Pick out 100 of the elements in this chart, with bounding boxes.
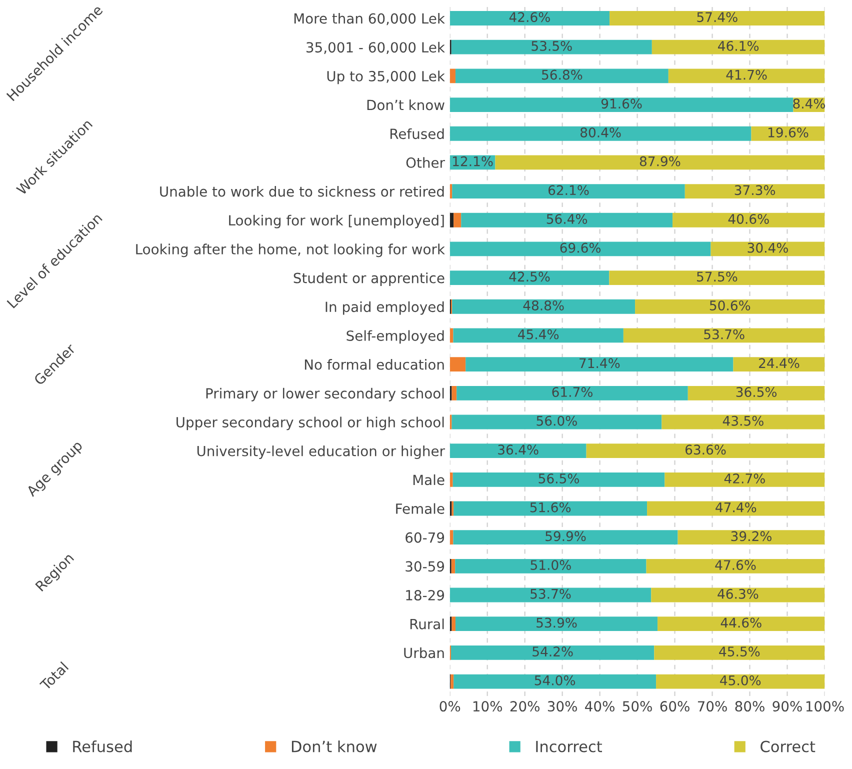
data-label: 44.6% (720, 618, 762, 628)
data-label: 45.4% (518, 329, 559, 340)
data-label: 43.5% (722, 416, 764, 426)
bar (678, 530, 825, 545)
data-label: 46.3% (718, 588, 758, 599)
bar (684, 184, 825, 198)
data-label: 40.6% (728, 214, 769, 224)
data-label: 56.8% (542, 70, 582, 80)
bar (668, 68, 825, 84)
y-tick-label: 18-29 (406, 590, 444, 600)
data-label: 41.7% (726, 70, 767, 80)
bar (453, 530, 678, 545)
data-label: 71.4% (580, 358, 620, 368)
bar (733, 357, 825, 372)
bar (452, 472, 665, 487)
data-label: 62.1% (548, 185, 589, 196)
data-label: 36.4% (498, 444, 538, 455)
y-tick-label: Looking after the home, not looking for work (136, 244, 445, 258)
y-tick-label: Unable to work due to sickness or retired (160, 186, 444, 197)
data-label: 37.3% (734, 185, 776, 196)
bar (454, 674, 656, 689)
data-label: 39.2% (731, 531, 772, 542)
data-label: 53.5% (532, 40, 572, 51)
legend-label: Incorrect (536, 740, 602, 752)
bar (455, 616, 658, 632)
bar (450, 472, 453, 487)
bar (651, 588, 825, 602)
data-label: 42.6% (509, 12, 550, 22)
data-label: 47.4% (716, 502, 756, 512)
bar (452, 414, 662, 430)
data-label: 24.4% (759, 358, 800, 368)
bar (652, 40, 825, 54)
legend-label: Correct (760, 740, 816, 752)
bar (688, 386, 825, 400)
data-label: 30.4% (748, 242, 788, 253)
data-label: 48.8% (523, 300, 564, 310)
data-label: 51.0% (530, 560, 571, 570)
data-label: 42.5% (509, 272, 550, 282)
data-label: 59.9% (546, 531, 586, 542)
bar (450, 126, 752, 141)
y-tick-label: Urban (404, 647, 444, 658)
y-tick-label: Up to 35,000 Lek (327, 70, 445, 84)
bar (610, 11, 825, 26)
x-tick-label: 0% (440, 701, 460, 712)
data-label: 50.6% (710, 300, 750, 310)
data-label: 80.4% (580, 127, 621, 138)
x-tick-label: 80% (735, 701, 764, 712)
data-label: 46.1% (718, 40, 759, 51)
x-tick-label: 40% (585, 701, 614, 712)
data-label: 54.2% (532, 646, 573, 657)
y-tick-label: Self-employed (346, 330, 444, 344)
data-label: 56.4% (546, 214, 588, 224)
x-tick-label: 10% (473, 701, 502, 712)
bar (451, 558, 456, 574)
bar (451, 40, 652, 54)
data-label: 53.7% (704, 329, 744, 340)
y-tick-label: Female (396, 503, 444, 514)
bar (710, 242, 825, 256)
bar (646, 558, 825, 574)
data-label: 53.9% (536, 618, 577, 628)
bar (662, 414, 825, 430)
bar (461, 212, 673, 228)
data-label: 42.7% (724, 474, 765, 484)
data-label: 53.7% (530, 588, 571, 599)
y-tick-label: Upper secondary school or high school (176, 416, 444, 430)
bar (450, 674, 454, 689)
bar (450, 98, 794, 112)
bar (452, 299, 636, 314)
data-label: 47.6% (715, 560, 756, 570)
bar (664, 472, 825, 487)
bar (455, 68, 668, 84)
y-tick-label: 60-79 (406, 532, 444, 543)
data-label: 12.1% (453, 156, 493, 166)
data-label: 57.5% (697, 272, 738, 282)
bar (454, 212, 462, 228)
bar (452, 386, 457, 400)
data-label: 56.5% (538, 474, 579, 484)
y-tick-label: In paid employed (326, 301, 444, 315)
data-label: 61.7% (552, 387, 592, 397)
y-tick-label: Male (413, 474, 444, 486)
bar (658, 616, 825, 632)
data-label: 56.0% (536, 416, 577, 426)
bar (450, 68, 456, 84)
data-label: 57.4% (697, 12, 738, 22)
data-label: 45.5% (719, 646, 760, 657)
bar (450, 212, 454, 228)
bar (654, 645, 825, 660)
bar (672, 212, 825, 228)
bar (450, 270, 610, 286)
y-tick-label: 30-59 (406, 561, 444, 572)
data-label: 45.0% (720, 675, 761, 686)
bar (450, 645, 654, 660)
x-tick-label: 70% (698, 701, 727, 712)
y-tick-label: Student or apprentice (294, 272, 444, 286)
bar (466, 357, 734, 372)
x-tick-label: 30% (548, 701, 577, 712)
bar (453, 328, 624, 343)
bar (586, 444, 825, 458)
bar (495, 155, 825, 170)
data-label: 63.6% (685, 444, 726, 455)
